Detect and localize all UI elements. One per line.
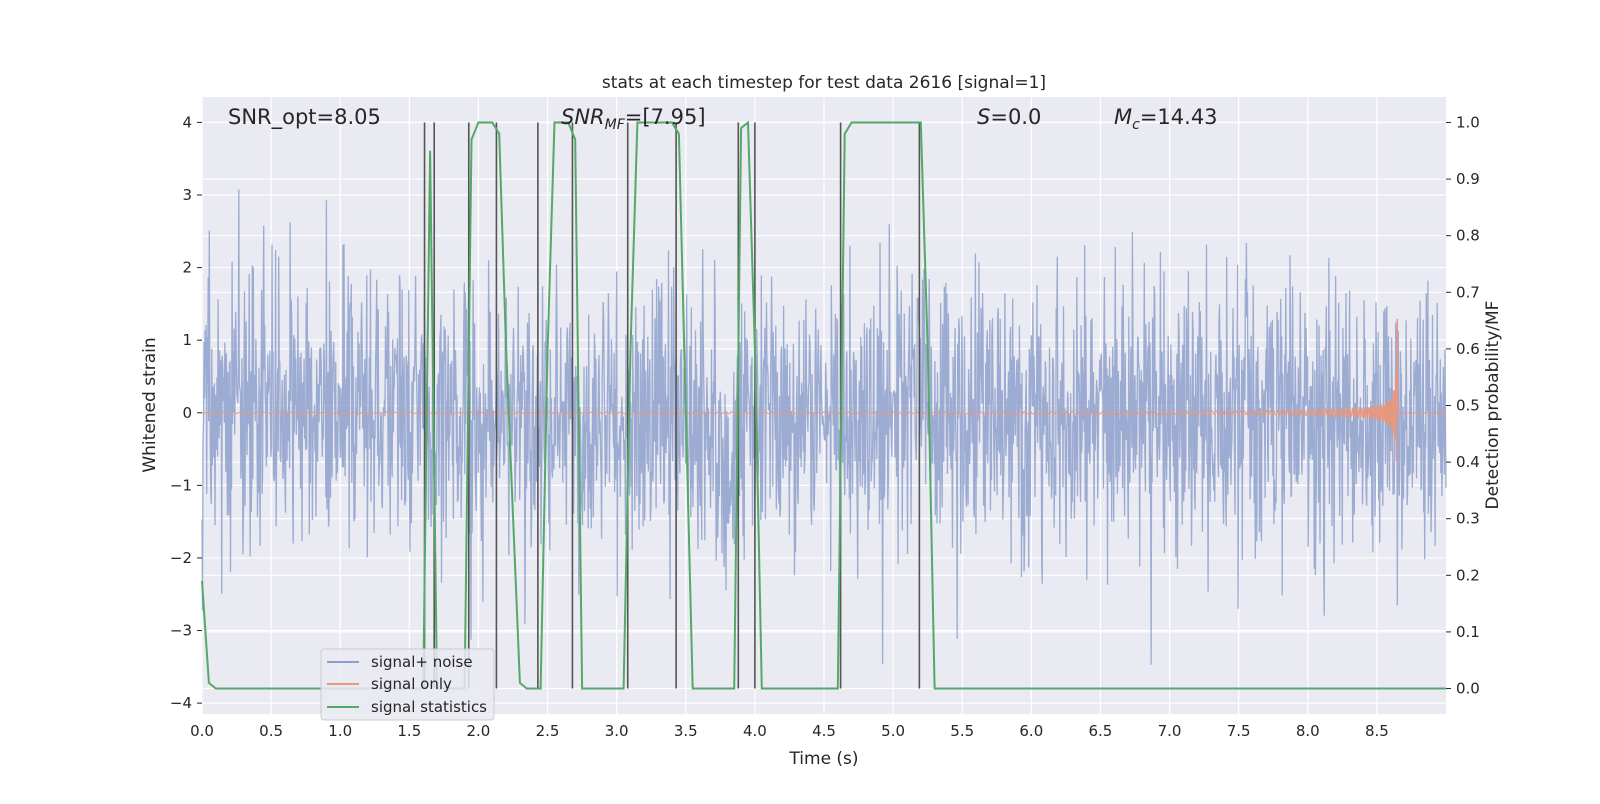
y-tick-label-right: 0.7 [1456, 283, 1480, 301]
y-tick-label-left: 4 [182, 113, 192, 131]
x-tick-label: 7.0 [1158, 722, 1182, 740]
tick-labels: 0.0 0.5 1.0 1.5 2.0 2.5 3.0 3.5 4.0 4.5 5.0 5.5 6.0 6… [170, 113, 1480, 740]
mc-value: =14.43 [1140, 105, 1218, 129]
x-tick-label: 0.0 [190, 722, 214, 740]
y-tick-label-right: 0.2 [1456, 566, 1480, 584]
signal-only-line [201, 318, 1446, 462]
x-tick-label: 8.5 [1365, 722, 1389, 740]
series-signal-only [201, 318, 1446, 462]
mc-sub: c [1132, 117, 1140, 133]
legend-label-signal: signal only [371, 675, 452, 693]
s-value: =0.0 [990, 105, 1041, 129]
y-tick-label-right: 0.1 [1456, 623, 1480, 641]
y-tick-label-right: 1.0 [1456, 113, 1480, 131]
annotation-s: S=0.0 [977, 105, 1041, 129]
annotation-mc: Mc=14.43 [1114, 105, 1218, 133]
legend-label-stats: signal statistics [371, 698, 487, 716]
x-tick-label: 8.0 [1296, 722, 1320, 740]
x-tick-label: 2.0 [467, 722, 491, 740]
y-axis-label-left: Whitened strain [140, 337, 160, 472]
annotation-snr-mf: SNRMF=[7.95] [561, 105, 706, 133]
y-tick-label-right: 0.5 [1456, 397, 1480, 415]
y-axis-label-right: Detection probability/MF [1483, 301, 1503, 510]
legend: signal+ noise signal only signal statist… [320, 648, 495, 721]
signal-plus-noise-line [201, 189, 1447, 665]
y-tick-label-left: 2 [182, 259, 192, 277]
y-tick-label-right: 0.6 [1456, 340, 1480, 358]
y-tick-label-right: 0.8 [1456, 227, 1480, 245]
mc-main: M [1114, 105, 1132, 129]
y-tick-label-left: −4 [170, 694, 192, 712]
annotation-snr-opt: SNR_opt=8.05 [228, 105, 381, 130]
x-tick-label: 4.5 [812, 722, 836, 740]
x-tick-label: 3.0 [605, 722, 629, 740]
x-tick-label: 6.5 [1089, 722, 1113, 740]
y-tick-label-right: 0.3 [1456, 510, 1480, 528]
y-tick-label-left: 0 [182, 404, 192, 422]
x-tick-label: 5.0 [881, 722, 905, 740]
snr-mf-sub: MF [605, 117, 626, 133]
x-tick-label: 4.0 [743, 722, 767, 740]
y-tick-label-left: −1 [170, 476, 192, 494]
x-tick-label: 5.5 [950, 722, 974, 740]
y-tick-label-right: 0.9 [1456, 170, 1480, 188]
x-tick-label: 1.5 [397, 722, 421, 740]
x-tick-label: 3.5 [674, 722, 698, 740]
x-tick-label: 2.5 [536, 722, 560, 740]
x-axis-label: Time (s) [788, 749, 858, 769]
y-tick-label-left: −2 [170, 549, 192, 567]
y-tick-label-left: 1 [182, 331, 192, 349]
snr-mf-value: =[7.95] [625, 105, 706, 129]
snr-mf-main: SNR [561, 105, 605, 129]
legend-box [320, 648, 495, 721]
y-tick-label-right: 0.0 [1456, 680, 1480, 698]
series-signal-plus-noise [201, 189, 1447, 665]
chart-title: stats at each timestep for test data 261… [602, 73, 1046, 93]
legend-label-noise: signal+ noise [371, 653, 473, 671]
y-tick-label-left: 3 [182, 186, 192, 204]
x-tick-label: 1.0 [328, 722, 352, 740]
x-tick-label: 7.5 [1227, 722, 1251, 740]
x-tick-label: 6.0 [1019, 722, 1043, 740]
x-tick-label: 0.5 [259, 722, 283, 740]
y-tick-label-left: −3 [170, 622, 192, 640]
s-var: S [977, 105, 990, 129]
y-tick-label-right: 0.4 [1456, 453, 1480, 471]
